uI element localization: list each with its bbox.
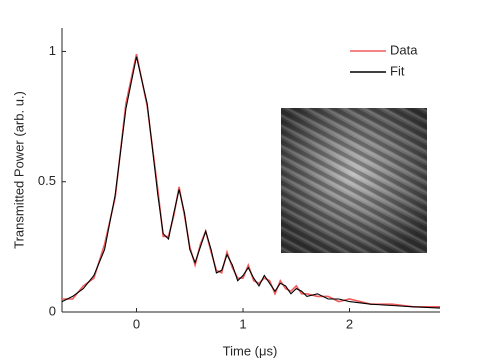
inset-image (281, 108, 427, 253)
legend-label: Data (390, 42, 418, 57)
y-tick-label: 0.5 (38, 173, 56, 188)
y-tick-label: 0 (49, 303, 56, 318)
legend-label: Fit (390, 63, 405, 78)
y-axis-label: Transmitted Power (arb. u.) (11, 91, 26, 249)
x-tick-label: 2 (346, 316, 353, 331)
x-tick-label: 0 (133, 316, 140, 331)
series-line (61, 56, 441, 309)
x-axis-label: Time (μs) (223, 343, 278, 358)
y-tick-label: 1 (49, 43, 56, 58)
x-tick-label: 1 (239, 316, 246, 331)
